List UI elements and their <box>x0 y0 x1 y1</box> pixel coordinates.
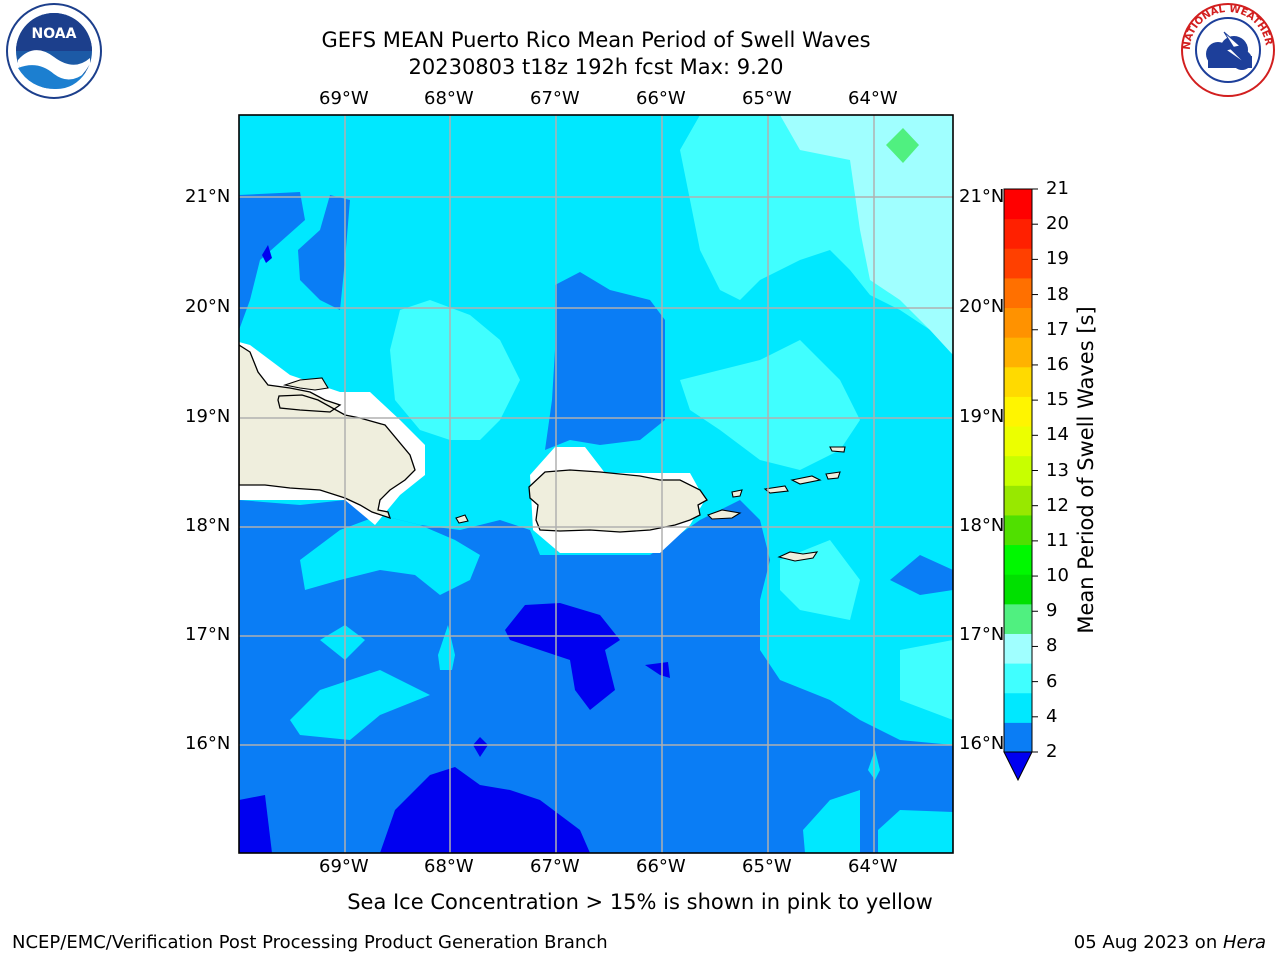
lat-label-right: 17°N <box>959 624 1005 645</box>
land-virgin-islands <box>790 475 822 485</box>
colorbar-label: Mean Period of Swell Waves [s] <box>1074 306 1098 634</box>
ocean-band-lt2 <box>380 767 590 853</box>
graticule <box>239 115 953 853</box>
lon-label-top: 65°W <box>742 88 792 109</box>
lat-label-left: 19°N <box>185 406 231 427</box>
lon-label-top: 68°W <box>424 88 474 109</box>
nws-logo: NATIONAL WEATHER SERVICE <box>1176 0 1276 98</box>
lon-label-top: 67°W <box>530 88 580 109</box>
colorbar-tick-label: 21 <box>1046 178 1069 199</box>
lon-label-bottom: 67°W <box>530 856 580 877</box>
colorbar-tick-label: 14 <box>1046 424 1069 446</box>
ocean-band-4-6 <box>878 810 953 853</box>
colorbar-tick-label: 11 <box>1046 529 1069 551</box>
noaa-logo: NOAA <box>4 2 104 100</box>
lon-label-top: 66°W <box>636 88 686 109</box>
land-hispaniola <box>239 344 416 520</box>
footer-host: Hera <box>1222 932 1266 953</box>
map-frame <box>238 114 954 854</box>
lat-label-right: 16°N <box>959 733 1005 754</box>
chart-title: GEFS MEAN Puerto Rico Mean Period of Swe… <box>321 28 871 52</box>
ocean-band-2-4 <box>298 195 350 310</box>
land-virgin-islands <box>825 471 841 480</box>
lat-label-right: 19°N <box>959 406 1005 427</box>
colorbar-tick-label: 16 <box>1046 353 1069 375</box>
ocean-band-6-8 <box>900 640 953 720</box>
lat-label-left: 20°N <box>185 296 231 317</box>
ocean-band-lt2 <box>645 662 670 678</box>
lon-label-top: 69°W <box>319 88 369 109</box>
chart-subtitle: 20230803 t18z 192h fcst Max: 9.20 <box>408 55 784 79</box>
sea-ice-note: Sea Ice Concentration > 15% is shown in … <box>347 890 933 914</box>
lon-label-bottom: 69°W <box>319 856 369 877</box>
land-mona <box>455 514 469 524</box>
lat-label-left: 21°N <box>185 186 231 207</box>
colorbar-tick-label: 13 <box>1046 459 1069 481</box>
lon-label-bottom: 66°W <box>636 856 686 877</box>
lat-label-left: 18°N <box>185 515 231 536</box>
lat-label-right: 18°N <box>959 515 1005 536</box>
ocean-band-4-6 <box>803 790 860 853</box>
ocean-band-lt2 <box>239 795 272 853</box>
lat-label-right: 20°N <box>959 296 1005 317</box>
ocean-band-4-6 <box>320 625 365 660</box>
ocean-band-2-4 <box>545 272 665 450</box>
ocean-band-6-8 <box>390 300 520 440</box>
colorbar-tick-label: 15 <box>1046 389 1069 411</box>
land-anegada <box>829 446 846 453</box>
colorbar-tick-label: 18 <box>1046 283 1069 305</box>
ocean-band-4-6 <box>290 670 430 740</box>
colorbar-tick-label: 12 <box>1046 494 1069 516</box>
ocean-band-6-8 <box>680 340 860 470</box>
lat-label-left: 16°N <box>185 733 231 754</box>
colorbar-tick-label: 6 <box>1046 670 1058 692</box>
colorbar-tick-label: 10 <box>1046 565 1069 587</box>
land-tortuga <box>282 377 329 391</box>
land-vieques <box>706 509 742 520</box>
colorbar-tick-label: 19 <box>1046 248 1069 270</box>
footer-credit: NCEP/EMC/Verification Post Processing Pr… <box>12 932 608 953</box>
ocean-band-lt2 <box>505 603 620 710</box>
land-st-croix <box>777 551 819 562</box>
colorbar-tick-label: 20 <box>1046 213 1069 235</box>
colorbar-tick-label: 9 <box>1046 600 1058 622</box>
lon-label-bottom: 68°W <box>424 856 474 877</box>
ocean-band-8-9 <box>780 115 953 355</box>
noaa-logo-text: NOAA <box>32 26 77 42</box>
colorbar-tick-label: 8 <box>1046 635 1058 657</box>
colorbar-tick-label: 17 <box>1046 318 1069 340</box>
ocean-band-lt2 <box>262 245 272 263</box>
lat-label-right: 21°N <box>959 186 1005 207</box>
ocean-band-9-10 <box>886 128 919 163</box>
ocean-band-2-4 <box>890 555 953 595</box>
lat-label-left: 17°N <box>185 624 231 645</box>
colorbar-tick-label: 2 <box>1046 741 1058 762</box>
lon-label-bottom: 64°W <box>848 856 898 877</box>
footer-date-text: 05 Aug 2023 on <box>1073 932 1223 953</box>
lon-label-top: 64°W <box>848 88 898 109</box>
colorbar-tick-label: 4 <box>1046 705 1058 727</box>
lon-label-bottom: 65°W <box>742 856 792 877</box>
land-culebra <box>731 489 743 498</box>
footer-date: 05 Aug 2023 on Hera <box>1074 932 1266 953</box>
ocean-band-2-4 <box>239 192 305 330</box>
ocean-band-lt2 <box>473 737 488 757</box>
